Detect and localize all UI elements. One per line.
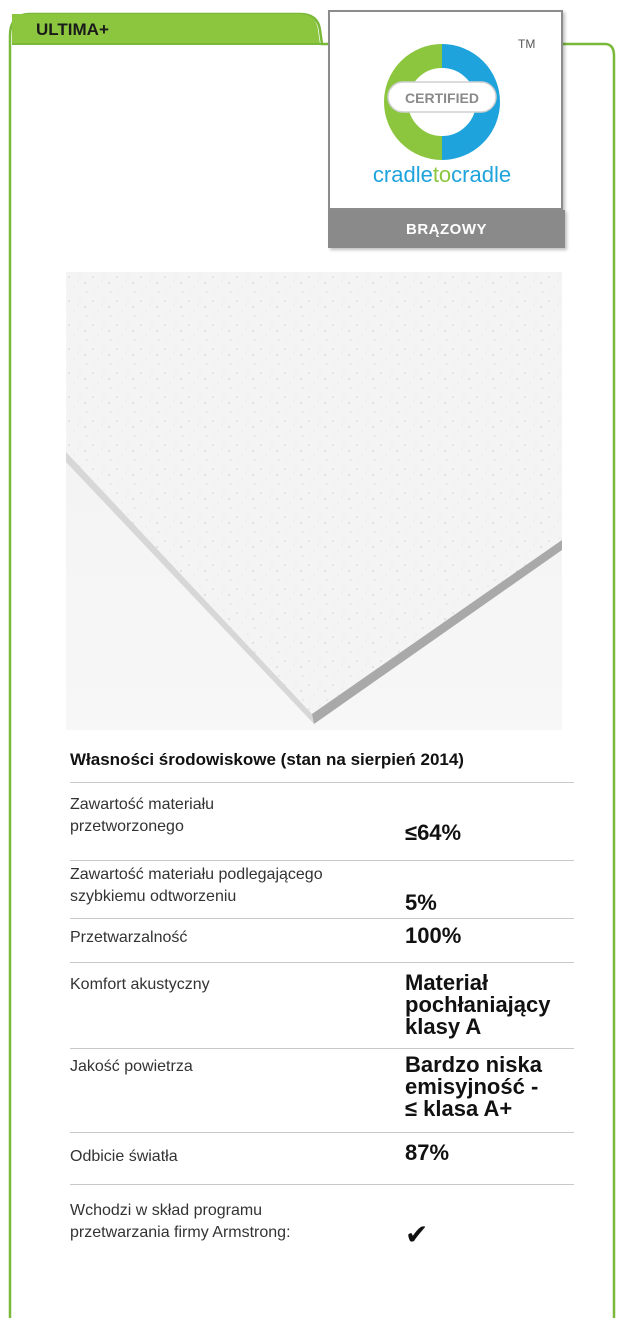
divider (70, 962, 574, 963)
divider (70, 1132, 574, 1133)
cradle-to-cradle-badge: CERTIFIED TM cradletocradle (328, 10, 563, 210)
wordmark-part-1: cradle (373, 162, 433, 187)
cradle-to-cradle-logo: CERTIFIED TM cradletocradle (373, 37, 535, 187)
certification-level: BRĄZOWY (328, 210, 565, 248)
property-value: 5% (405, 890, 437, 915)
property-value: Materiał pochłaniający klasy A (405, 970, 551, 1039)
property-label: Wchodzi w skład programu przetwarzania f… (70, 1202, 291, 1241)
property-value: Bardzo niska emisyjność - ≤ klasa A+ (405, 1052, 542, 1121)
product-name: ULTIMA+ (36, 20, 109, 39)
property-label: Zawartość materiału podlegającego szybki… (70, 866, 323, 905)
trademark-mark: TM (518, 37, 535, 51)
certified-seal-text: CERTIFIED (405, 90, 479, 106)
property-value: 100% (405, 923, 462, 948)
checkmark-icon: ✔ (405, 1219, 429, 1250)
property-label: Odbicie światła (70, 1148, 178, 1165)
wordmark-part-3: cradle (451, 162, 511, 187)
property-label: Przetwarzalność (70, 929, 188, 946)
divider (70, 782, 574, 783)
divider (70, 1048, 574, 1049)
environmental-properties-title: Własności środowiskowe (stan na sierpień… (70, 750, 464, 769)
wordmark-part-2: to (433, 162, 451, 187)
cradle-to-cradle-wordmark: cradletocradle (373, 162, 511, 187)
property-label: Jakość powietrza (70, 1058, 193, 1075)
ceiling-tile-image (66, 272, 562, 730)
property-label: Zawartość materiału przetworzonego (70, 796, 215, 835)
divider (70, 860, 574, 861)
property-value: 87% (405, 1140, 450, 1165)
property-label: Komfort akustyczny (70, 976, 210, 993)
property-value: ≤64% (405, 820, 462, 845)
divider (70, 1184, 574, 1185)
divider (70, 918, 574, 919)
